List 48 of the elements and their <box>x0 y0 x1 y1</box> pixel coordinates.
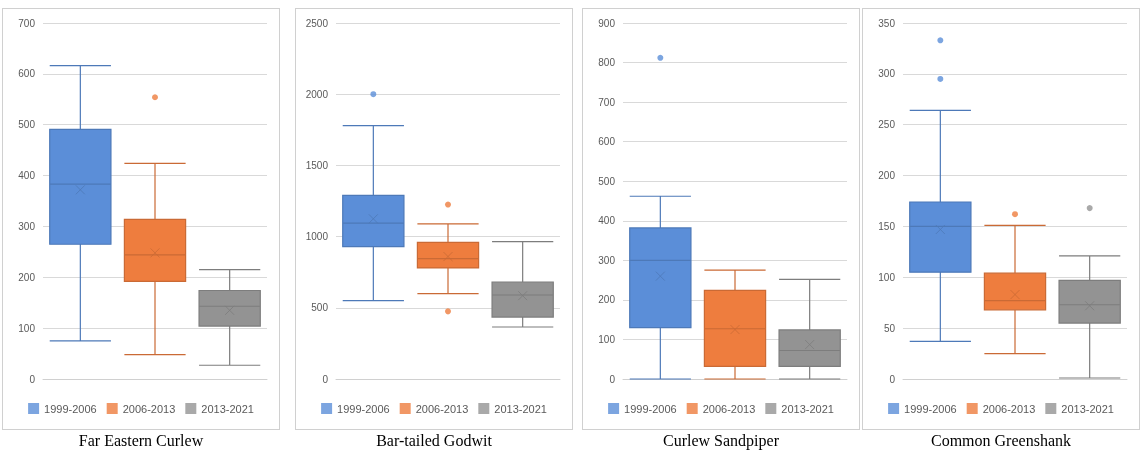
y-tick-label: 0 <box>889 373 896 385</box>
y-tick-label: 700 <box>598 96 616 108</box>
y-tick-label: 100 <box>878 271 896 283</box>
legend-label: 2006-2013 <box>122 402 176 415</box>
y-tick-label: 400 <box>18 170 36 182</box>
y-tick-label: 300 <box>598 254 616 266</box>
y-tick-label: 50 <box>883 322 896 334</box>
legend-label: 2006-2013 <box>415 402 469 415</box>
y-tick-label: 200 <box>878 170 896 182</box>
y-tick-label: 0 <box>609 373 616 385</box>
y-tick-label: 350 <box>878 17 896 29</box>
y-tick-label: 400 <box>598 215 616 227</box>
y-tick-label: 250 <box>878 119 896 131</box>
legend-label: 2006-2013 <box>702 402 756 415</box>
y-tick-label: 600 <box>598 136 616 148</box>
text: Bar-tailed Godwit <box>375 432 493 450</box>
y-tick-label: 1000 <box>305 231 329 243</box>
y-tick-label: 200 <box>18 271 36 283</box>
y-tick-label: 500 <box>18 119 36 131</box>
legend-label: 2013-2021 <box>781 402 834 415</box>
y-tick-label: 0 <box>322 373 329 385</box>
text: Curlew Sandpiper <box>662 432 780 450</box>
y-tick-label: 2000 <box>305 88 329 100</box>
y-tick-label: 100 <box>18 322 36 334</box>
legend-label: 1999-2006 <box>44 402 97 415</box>
y-tick-label: 800 <box>598 57 616 69</box>
y-tick-label: 900 <box>598 17 616 29</box>
y-tick-label: 500 <box>311 302 329 314</box>
text: Common Greenshank <box>930 432 1072 450</box>
legend-label: 2013-2021 <box>494 402 547 415</box>
legend-label: 2013-2021 <box>201 402 254 415</box>
y-tick-label: 1500 <box>305 159 329 171</box>
legend-label: 1999-2006 <box>337 402 390 415</box>
y-tick-label: 0 <box>29 373 36 385</box>
text: Far Eastern Curlew <box>77 432 205 450</box>
legend-label: 1999-2006 <box>904 402 957 415</box>
y-tick-label: 2500 <box>305 17 329 29</box>
y-tick-label: 300 <box>18 220 36 232</box>
y-tick-label: 500 <box>598 175 616 187</box>
y-tick-label: 600 <box>18 68 36 80</box>
y-tick-label: 200 <box>598 294 616 306</box>
y-tick-label: 100 <box>598 333 616 345</box>
legend-label: 2013-2021 <box>1061 402 1114 415</box>
y-tick-label: 150 <box>878 220 896 232</box>
legend-label: 2006-2013 <box>982 402 1036 415</box>
y-tick-label: 300 <box>878 68 896 80</box>
y-tick-label: 700 <box>18 17 36 29</box>
legend-label: 1999-2006 <box>624 402 677 415</box>
